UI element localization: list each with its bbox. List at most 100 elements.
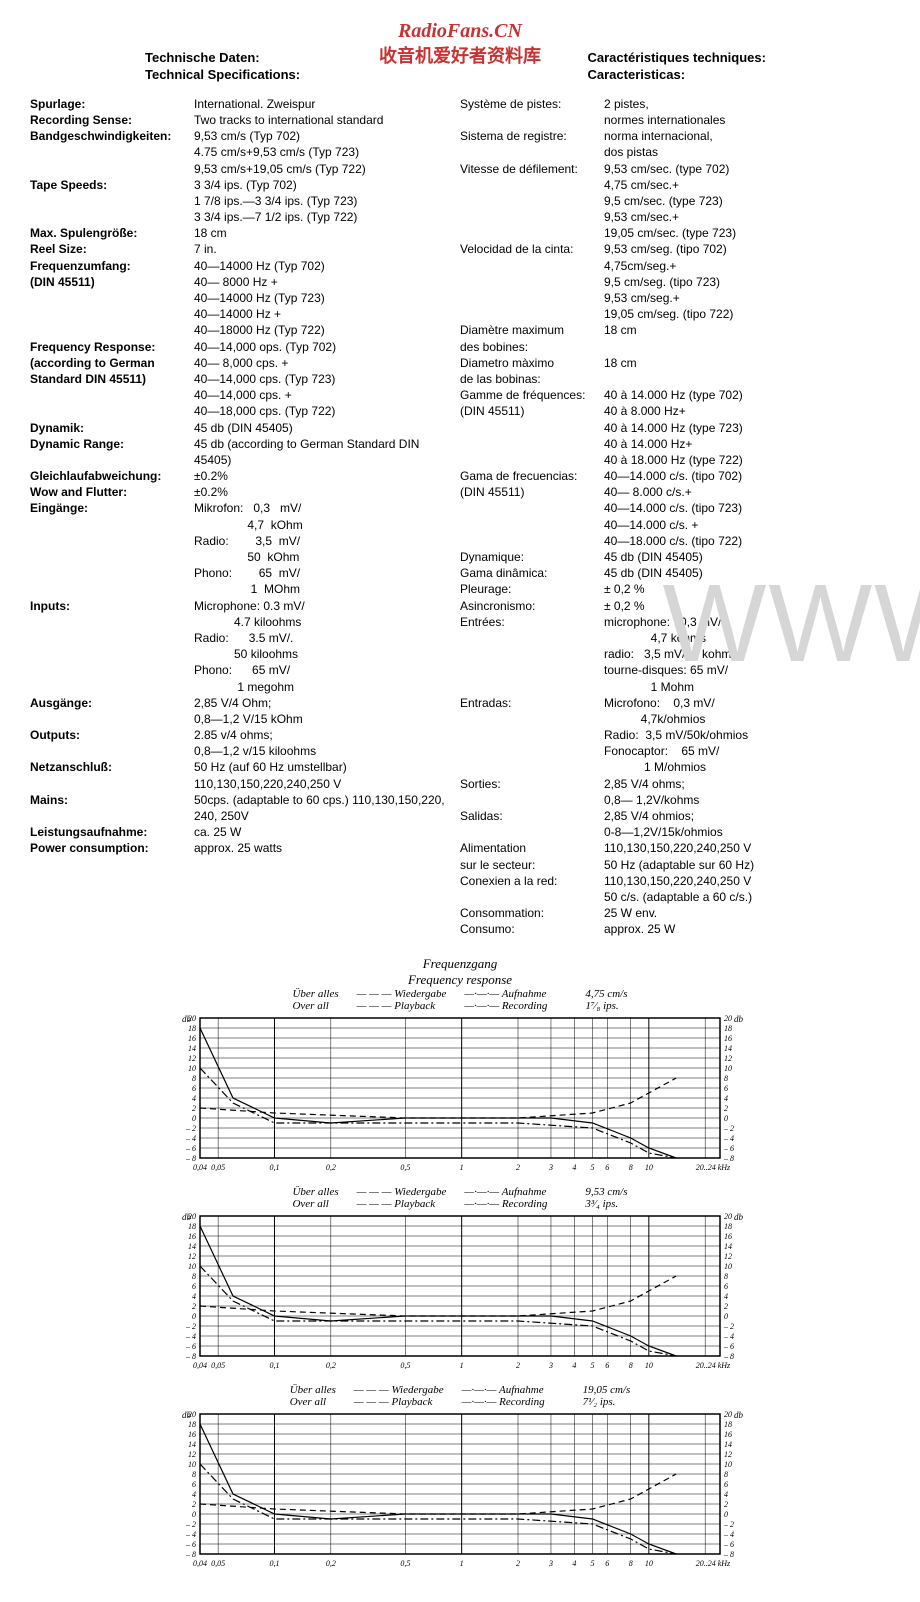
svg-text:8: 8 [724, 1272, 728, 1281]
svg-text:18: 18 [188, 1024, 196, 1033]
svg-text:– 4: – 4 [723, 1134, 734, 1143]
spec-value: Microphone: 0.3 mV/ 4.7 kiloohmsRadio: 3… [194, 598, 460, 695]
svg-text:1: 1 [460, 1559, 464, 1568]
svg-text:6: 6 [724, 1282, 728, 1291]
frequency-response-chart-2: 2020181816161414121210108866442200– 2– 2… [164, 1212, 756, 1374]
svg-text:6: 6 [605, 1163, 609, 1172]
svg-text:8: 8 [192, 1074, 196, 1083]
svg-text:– 2: – 2 [185, 1322, 196, 1331]
svg-text:4: 4 [572, 1163, 576, 1172]
svg-text:0,04: 0,04 [193, 1361, 207, 1370]
spec-label: Wow and Flutter: [30, 484, 194, 500]
chart-legend: Über allesOver all— — — Wiedergabe— — — … [30, 1384, 890, 1408]
svg-text:4: 4 [192, 1490, 196, 1499]
spec-value: approx. 25 watts [194, 840, 460, 856]
svg-text:2: 2 [516, 1163, 520, 1172]
spec-label: Leistungsaufnahme: [30, 824, 194, 840]
svg-text:16: 16 [188, 1232, 196, 1241]
svg-text:– 4: – 4 [185, 1530, 196, 1539]
svg-text:– 6: – 6 [185, 1342, 196, 1351]
chart-legend: Über allesOver all— — — Wiedergabe— — — … [30, 988, 890, 1012]
spec-value: 2 pistes,normes internationales [604, 96, 890, 128]
svg-text:– 8: – 8 [185, 1550, 196, 1559]
spec-label: Pleurage: [460, 581, 604, 597]
spec-value: 2.85 v/4 ohms;0,8—1,2 v/15 kiloohms [194, 727, 460, 759]
spec-label: Système de pistes: [460, 96, 604, 128]
svg-text:4: 4 [724, 1292, 728, 1301]
spec-label: Vitesse de défilement: [460, 161, 604, 242]
svg-text:14: 14 [188, 1440, 196, 1449]
spec-value: norma internacional,dos pistas [604, 128, 890, 160]
svg-text:14: 14 [188, 1044, 196, 1053]
svg-text:5: 5 [590, 1559, 594, 1568]
svg-text:0,1: 0,1 [269, 1163, 279, 1172]
svg-text:– 6: – 6 [185, 1540, 196, 1549]
svg-text:1: 1 [460, 1163, 464, 1172]
spec-label: Bandgeschwindigkeiten: [30, 128, 194, 177]
svg-text:db: db [182, 1212, 192, 1222]
svg-text:2: 2 [724, 1302, 728, 1311]
spec-value: 50 Hz (auf 60 Hz umstellbar) 110,130,150… [194, 759, 460, 791]
spec-value: 25 W env. [604, 905, 890, 921]
svg-text:10: 10 [188, 1460, 196, 1469]
spec-label: Dynamik: [30, 420, 194, 436]
spec-label: Gama dinâmica: [460, 565, 604, 581]
spec-value: 18 cm [604, 355, 890, 387]
charts-section: Frequenzgang Frequency response Über all… [30, 956, 890, 1573]
frequency-response-chart-1: 2020181816161414121210108866442200– 2– 2… [164, 1014, 756, 1176]
svg-text:– 2: – 2 [185, 1124, 196, 1133]
svg-text:4: 4 [724, 1094, 728, 1103]
spec-label: Entradas: [460, 695, 604, 776]
spec-value: 7 in. [194, 241, 460, 257]
spec-value: 9,53 cm/seg. (tipo 702)4,75cm/seg.+9,5 c… [604, 241, 890, 322]
svg-text:12: 12 [188, 1054, 196, 1063]
svg-text:14: 14 [724, 1440, 732, 1449]
svg-text:6: 6 [605, 1361, 609, 1370]
svg-text:0,2: 0,2 [326, 1361, 336, 1370]
svg-text:0,05: 0,05 [211, 1163, 225, 1172]
heading-de: Technische Daten: [145, 50, 448, 67]
spec-value: International. Zweispur [194, 96, 460, 112]
svg-text:0: 0 [724, 1312, 728, 1321]
spec-label: Power consumption: [30, 840, 194, 856]
svg-text:16: 16 [188, 1034, 196, 1043]
spec-value: 18 cm [604, 322, 890, 354]
svg-text:0,1: 0,1 [269, 1361, 279, 1370]
svg-text:16: 16 [724, 1034, 732, 1043]
svg-text:– 6: – 6 [723, 1540, 734, 1549]
svg-text:– 8: – 8 [185, 1154, 196, 1163]
svg-text:db: db [734, 1212, 744, 1222]
heading-en: Technical Specifications: [145, 67, 448, 84]
svg-text:5: 5 [590, 1361, 594, 1370]
svg-text:– 2: – 2 [723, 1520, 734, 1529]
svg-text:– 8: – 8 [723, 1154, 734, 1163]
spec-label: Gamme de fréquences:(DIN 45511) [460, 387, 604, 468]
watermark-top: RadioFans.CN [0, 20, 920, 43]
svg-text:db: db [734, 1014, 744, 1024]
svg-text:20: 20 [724, 1014, 732, 1023]
svg-text:10: 10 [188, 1064, 196, 1073]
svg-text:8: 8 [724, 1074, 728, 1083]
svg-text:– 4: – 4 [185, 1134, 196, 1143]
svg-text:8: 8 [629, 1559, 633, 1568]
svg-text:0: 0 [192, 1510, 196, 1519]
svg-text:12: 12 [188, 1252, 196, 1261]
svg-text:8: 8 [724, 1470, 728, 1479]
svg-text:– 4: – 4 [723, 1530, 734, 1539]
svg-text:18: 18 [188, 1222, 196, 1231]
svg-text:– 2: – 2 [723, 1322, 734, 1331]
svg-text:0,5: 0,5 [400, 1559, 410, 1568]
svg-text:12: 12 [724, 1450, 732, 1459]
svg-text:18: 18 [724, 1222, 732, 1231]
frequency-response-chart-3: 2020181816161414121210108866442200– 2– 2… [164, 1410, 756, 1572]
spec-label: Conexien a la red: [460, 873, 604, 905]
svg-text:18: 18 [724, 1420, 732, 1429]
svg-text:– 2: – 2 [185, 1520, 196, 1529]
spec-value: 110,130,150,220,240,250 V50 c/s. (adapta… [604, 873, 890, 905]
spec-label: Recording Sense: [30, 112, 194, 128]
svg-text:– 4: – 4 [723, 1332, 734, 1341]
svg-text:4: 4 [724, 1490, 728, 1499]
svg-text:0,04: 0,04 [193, 1559, 207, 1568]
svg-text:0: 0 [724, 1114, 728, 1123]
svg-text:6: 6 [724, 1084, 728, 1093]
